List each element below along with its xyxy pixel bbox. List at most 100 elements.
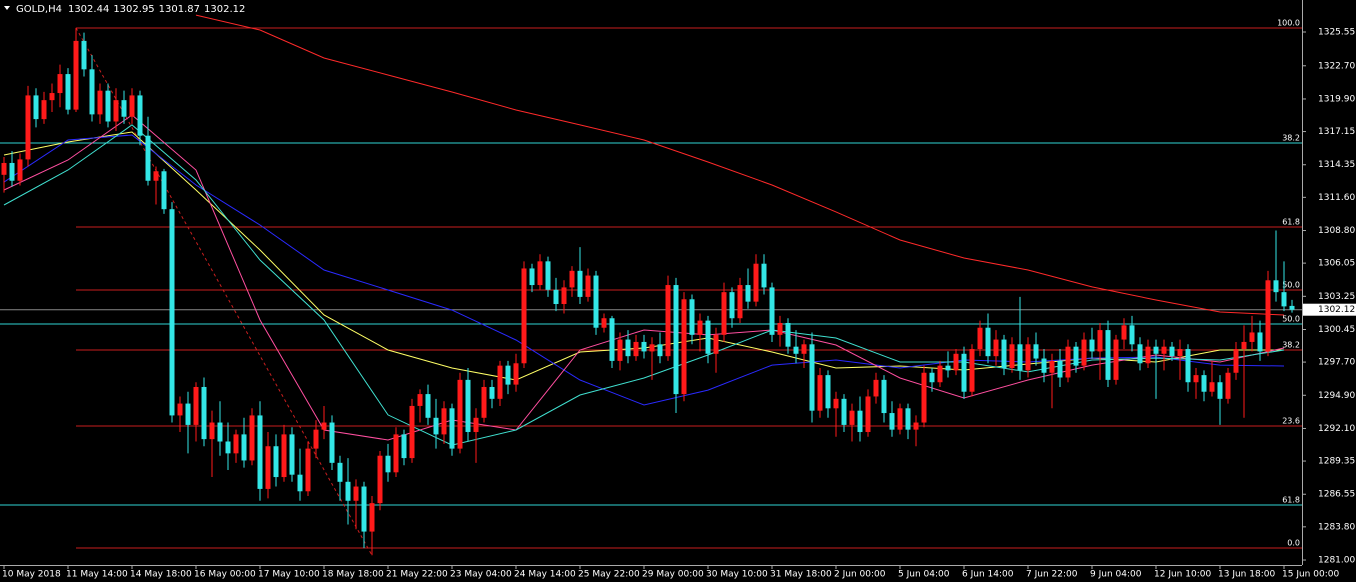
x-tick-label: 24 May 14:00 [514,570,576,580]
x-tick-label: 21 May 22:00 [386,570,448,580]
candle-body [865,396,871,433]
x-tick-label: 17 May 10:00 [258,570,320,580]
candle-body [897,408,903,430]
candle-body [969,349,975,392]
candle-body [745,285,751,302]
candle-body [129,95,135,117]
x-tick-label: 18 May 18:00 [322,570,384,580]
candle-body [985,327,991,357]
candle-body [753,263,759,302]
candle-body [1169,346,1175,357]
y-tick-label: 1308.80 [1318,226,1355,236]
candle-body [241,434,247,461]
candle-body [537,261,543,286]
candle-body [401,434,407,459]
candle-body [1225,372,1231,399]
menu-icon[interactable] [4,6,10,10]
candle-body [881,379,887,414]
candle-body [1137,344,1143,364]
candle-body [1265,280,1271,352]
y-tick-label: 1314.35 [1318,160,1355,170]
moving-average [3,134,1285,406]
candle-body [505,365,511,385]
candle-body [225,441,231,454]
candle-body [265,446,271,489]
candle-body [121,100,127,117]
x-tick-label: 30 May 10:00 [706,570,768,580]
candle-body [249,415,255,461]
candle-body [153,171,159,181]
candle-body [737,285,743,319]
price-tag-label: 1302.12 [1318,305,1355,315]
quote-value: 1302.95 [113,4,154,15]
fibo-label: 38.2 [1282,134,1300,143]
candle-body [785,322,791,347]
candle-body [697,320,703,335]
candle-body [769,287,775,335]
candle-body [281,434,287,478]
candle-body [1089,339,1095,352]
candle-body [1289,305,1295,310]
candle-body [649,344,655,352]
candle-body [561,287,567,305]
candle-body [657,344,663,357]
candle-body [833,398,839,409]
candle-body [1,162,7,175]
x-tick-label: 16 May 00:00 [194,570,256,580]
x-tick-label: 13 Jun 18:00 [1218,570,1275,580]
moving-average [3,124,1285,446]
candle-body [457,379,463,449]
candle-body [57,74,63,94]
candle-body [1233,349,1239,373]
candle-body [337,462,343,482]
candle-body [1241,341,1247,350]
y-tick-label: 1294.90 [1318,391,1355,401]
candle-body [313,429,319,449]
y-tick-label: 1322.70 [1318,61,1355,71]
y-tick-label: 1297.70 [1318,358,1355,368]
candle-body [1097,330,1103,352]
candle-body [713,334,719,354]
candle-body [1129,325,1135,345]
candle-body [369,503,375,532]
candle-body [577,270,583,297]
candle-body [1201,375,1207,392]
fibo-label: 0.0 [1287,539,1300,548]
candle-body [1185,349,1191,383]
candle-body [465,379,471,433]
candle-body [105,90,111,122]
fibo-label: 38.2 [1282,340,1300,349]
candle-body [905,408,911,430]
plot-area: 38.2 50.0 61.8 100.0 61.8 50.0 38.2 23.6 0.0 [0,14,1302,556]
moving-average [3,114,1285,441]
candle-body [409,405,415,459]
candle-body [353,486,359,501]
candle-body [545,261,551,290]
candle-body [1057,360,1063,378]
candle-body [65,74,71,110]
x-tick-label: 10 May 2018 [2,570,61,580]
candle-body [1145,346,1151,364]
candle-body [49,93,55,101]
quote-value: 1301.87 [159,4,200,15]
candle-body [641,341,647,352]
y-tick-label: 1283.80 [1318,522,1355,532]
candle-body [1153,346,1159,354]
candle-body [1009,344,1015,369]
x-tick-label: 12 Jun 10:00 [1154,570,1211,580]
candle-body [1161,346,1167,354]
candle-body [209,422,215,440]
candle-body [161,171,167,210]
candle-body [809,344,815,411]
candle-body [89,69,95,115]
candle-body [1065,346,1071,378]
quote-value: 1302.44 [68,4,109,15]
candle-body [273,446,279,478]
candle-body [873,379,879,397]
candle-body [297,474,303,492]
x-tick-label: 9 Jun 04:00 [1090,570,1142,580]
fibo-label: 50.0 [1282,281,1300,290]
candle-body [1217,382,1223,399]
candle-body [593,275,599,328]
candle-body [617,339,623,361]
